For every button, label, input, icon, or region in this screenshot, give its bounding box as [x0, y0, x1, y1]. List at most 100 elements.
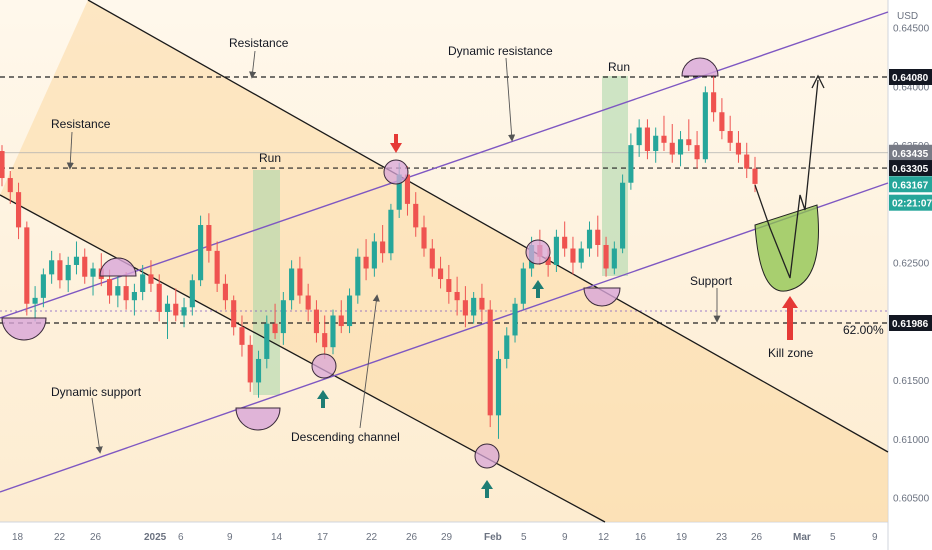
time-tick-7: 17: [317, 532, 329, 543]
candle: [338, 300, 344, 334]
candle-body: [214, 250, 220, 284]
candle-body: [479, 297, 485, 310]
price-tick-6: 0.61500: [893, 376, 930, 387]
candle-body: [562, 236, 568, 249]
candle: [421, 215, 427, 257]
candle-body: [702, 92, 708, 160]
label-dynamic-resistance: Dynamic resistance: [448, 44, 553, 58]
candle-body: [73, 256, 80, 265]
candle-body: [669, 142, 675, 155]
candle: [73, 241, 80, 275]
candle: [289, 260, 295, 310]
bottom-halfmoon-1: [235, 407, 281, 431]
candle-body: [421, 227, 427, 249]
candle-body: [454, 291, 460, 301]
time-tick-9: 26: [406, 532, 418, 543]
candle: [123, 272, 129, 310]
candle: [264, 315, 270, 369]
callout-descending-channel: [359, 294, 380, 429]
candle: [578, 241, 584, 269]
candle: [380, 225, 386, 263]
candle-body: [90, 268, 96, 277]
time-tick-0: 18: [12, 532, 24, 543]
annotations: Resistance Resistance Dynamic resistance Dy…: [51, 36, 884, 498]
candle: [644, 119, 650, 160]
descending-channel-fill: [0, 0, 888, 522]
candle: [49, 250, 55, 284]
callout-resistance-top: [249, 50, 257, 79]
candle-body: [686, 139, 692, 146]
time-tick-2: 26: [90, 532, 102, 543]
label-run-1: Run: [259, 151, 281, 165]
time-tick-5: 9: [227, 532, 233, 543]
up-arrow-2: [481, 480, 493, 498]
candle-body: [40, 274, 46, 298]
price-tag-5: 0.61986: [889, 315, 932, 331]
time-tick-12: 5: [521, 532, 527, 543]
time-tick-21: 9: [872, 532, 878, 543]
candle-body: [413, 203, 419, 228]
candle: [24, 221, 30, 316]
touch-point-circle-1: [311, 353, 337, 379]
candle-body: [131, 291, 137, 301]
candle: [173, 288, 179, 322]
candle-body: [471, 297, 477, 316]
candle-body: [107, 279, 113, 296]
candle-body: [653, 135, 659, 152]
candle-body: [164, 303, 171, 312]
candle: [677, 131, 684, 167]
candle-body: [289, 268, 295, 301]
candle-body: [437, 268, 444, 280]
axis-background: [888, 0, 932, 550]
price-tag-text: 0.61986: [892, 319, 929, 330]
candle-body: [255, 358, 262, 383]
candle-body: [520, 268, 526, 304]
candle: [65, 256, 71, 292]
candle: [686, 119, 692, 152]
candle: [454, 276, 460, 316]
candle: [735, 131, 742, 163]
price-tag-2: 0.63305: [889, 160, 932, 177]
up-arrow-1: [532, 280, 544, 298]
time-tick-19: Mar: [793, 532, 811, 543]
candle: [222, 274, 228, 310]
price-tag-bg: [889, 69, 932, 85]
candle-body: [380, 241, 386, 254]
dynamic-resistance-line: [0, 11, 889, 319]
candle: [355, 248, 361, 304]
candle-body: [156, 283, 162, 312]
candle-body: [280, 300, 286, 334]
candle: [313, 300, 320, 343]
candle-body: [727, 131, 733, 143]
projection-path: [754, 79, 819, 279]
candle-body: [49, 260, 55, 275]
candle: [363, 239, 369, 281]
candle-body: [570, 248, 576, 263]
price-tag-text: 0.63305: [892, 164, 929, 175]
candle-body: [15, 192, 22, 228]
candle-body: [636, 127, 642, 146]
price-tag-text: 0.64080: [892, 73, 929, 84]
candle-body: [744, 154, 750, 169]
candle-body: [264, 323, 270, 359]
candle-body: [140, 274, 146, 292]
candle-body: [7, 178, 13, 193]
candle-body: [462, 300, 468, 316]
price-tag-bg: [889, 176, 932, 193]
kill-zone-area: [754, 204, 819, 292]
callout-resistance-mid: [66, 131, 74, 170]
candle-body: [305, 295, 311, 310]
top-halfmoon-0: [99, 257, 137, 277]
candle: [82, 248, 88, 284]
candle: [371, 233, 377, 277]
touch-point-circle-2: [525, 239, 551, 265]
price-tag-text: 02:21:07: [892, 199, 932, 210]
top-halfmoon-1: [681, 57, 719, 77]
candle: [90, 262, 96, 296]
time-tick-15: 16: [635, 532, 647, 543]
candle: [520, 262, 526, 310]
projection-arrowhead: [811, 74, 825, 89]
label-support: Support: [690, 274, 733, 288]
price-tick-7: 0.61000: [893, 435, 930, 446]
